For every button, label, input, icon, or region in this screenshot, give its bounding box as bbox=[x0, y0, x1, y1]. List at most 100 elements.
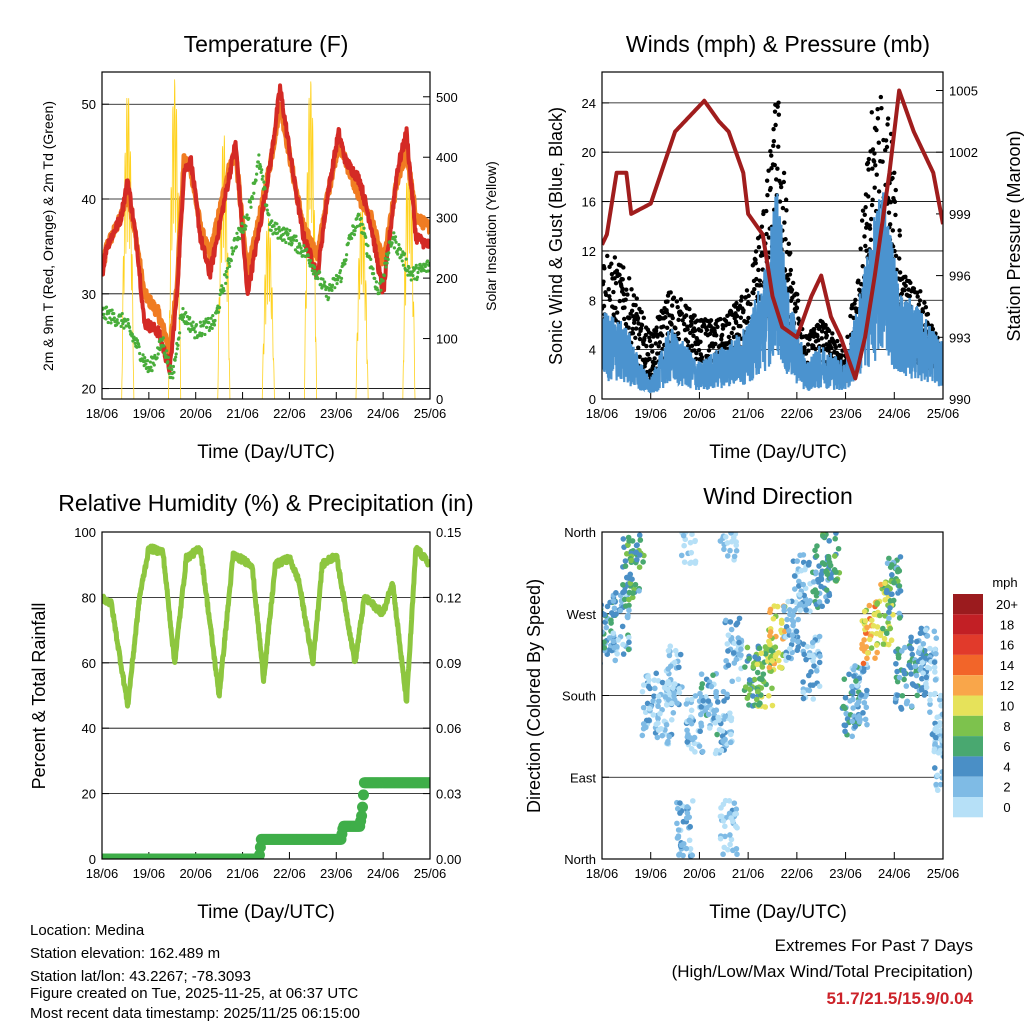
gust-point bbox=[715, 324, 720, 330]
direction-point bbox=[717, 538, 724, 544]
location-text: Location: Medina bbox=[30, 922, 145, 939]
dewpoint-point bbox=[252, 191, 256, 195]
gust-point bbox=[815, 333, 820, 339]
sonic-wind-series bbox=[602, 192, 943, 394]
gust-point bbox=[903, 274, 908, 279]
direction-point bbox=[727, 547, 733, 554]
gust-point bbox=[868, 216, 874, 222]
dewpoint-point bbox=[369, 257, 373, 261]
direction-point bbox=[791, 586, 798, 592]
dewpoint-point bbox=[330, 288, 334, 292]
gust-point bbox=[676, 331, 681, 336]
gust-point bbox=[783, 237, 788, 242]
gust-point bbox=[633, 335, 638, 341]
legend-swatch bbox=[953, 756, 983, 777]
direction-point bbox=[778, 617, 785, 624]
x-tick-label: 18/06 bbox=[586, 406, 619, 421]
gust-point bbox=[887, 222, 893, 227]
direction-point bbox=[903, 700, 910, 707]
direction-point bbox=[733, 806, 740, 812]
dewpoint-point bbox=[234, 245, 238, 249]
legend-swatch bbox=[953, 614, 983, 635]
direction-point bbox=[931, 746, 938, 752]
dewpoint-point bbox=[213, 318, 217, 323]
gust-point bbox=[664, 325, 670, 330]
dewpoint-point bbox=[261, 174, 265, 178]
dewpoint-point bbox=[346, 241, 350, 245]
gust-point bbox=[892, 199, 898, 205]
direction-point bbox=[819, 560, 826, 566]
gust-point bbox=[815, 323, 821, 328]
direction-point bbox=[918, 625, 925, 632]
dewpoint-point bbox=[398, 247, 403, 251]
gust-point bbox=[607, 294, 612, 299]
dewpoint-point bbox=[255, 172, 259, 176]
direction-point bbox=[633, 542, 640, 549]
direction-point bbox=[854, 682, 860, 689]
wind-direction-title: Wind Direction bbox=[703, 483, 853, 509]
direction-point bbox=[939, 737, 943, 744]
gust-point bbox=[823, 322, 828, 328]
direction-point bbox=[677, 651, 684, 658]
gust-point bbox=[620, 277, 625, 282]
direction-point bbox=[636, 532, 643, 538]
dewpoint-point bbox=[275, 222, 279, 226]
direction-point bbox=[650, 698, 656, 704]
gust-point bbox=[875, 107, 880, 112]
gust-point bbox=[698, 339, 703, 344]
x-tick-label: 18/06 bbox=[586, 866, 619, 881]
direction-point bbox=[733, 539, 739, 545]
direction-point bbox=[667, 643, 674, 650]
gust-point bbox=[633, 302, 638, 308]
gust-point bbox=[726, 321, 732, 326]
gust-point bbox=[893, 253, 899, 259]
gust-point bbox=[776, 112, 782, 117]
dewpoint-point bbox=[218, 292, 222, 297]
gust-point bbox=[923, 305, 929, 310]
gust-point bbox=[654, 325, 659, 330]
gust-point bbox=[689, 343, 695, 349]
y-right-tick-label: 1002 bbox=[949, 145, 978, 160]
gust-point bbox=[813, 346, 818, 352]
timestamp-text: Most recent data timestamp: 2025/11/25 0… bbox=[30, 1005, 360, 1022]
direction-point bbox=[619, 623, 626, 630]
dewpoint-point bbox=[143, 355, 147, 360]
gust-point bbox=[692, 328, 698, 333]
direction-point bbox=[800, 695, 807, 702]
direction-point bbox=[812, 547, 818, 554]
dewpoint-point bbox=[203, 332, 207, 337]
direction-point bbox=[789, 632, 796, 638]
direction-point bbox=[945, 760, 951, 766]
gust-point bbox=[624, 287, 629, 292]
direction-point bbox=[793, 628, 800, 635]
direction-point bbox=[943, 714, 949, 720]
dewpoint-point bbox=[174, 355, 178, 359]
gust-point bbox=[673, 326, 678, 331]
dewpoint-point bbox=[119, 324, 123, 329]
gust-point bbox=[876, 140, 881, 145]
direction-point bbox=[864, 650, 871, 656]
dewpoint-point bbox=[285, 227, 289, 231]
direction-point bbox=[735, 676, 742, 683]
gust-point bbox=[754, 276, 759, 282]
direction-point bbox=[640, 682, 647, 688]
dewpoint-point bbox=[212, 323, 217, 327]
dewpoint-point bbox=[407, 266, 411, 270]
direction-point bbox=[639, 732, 646, 739]
dewpoint-point bbox=[404, 257, 408, 261]
direction-point bbox=[637, 537, 644, 543]
direction-point bbox=[680, 840, 687, 847]
direction-point bbox=[654, 734, 661, 741]
gust-point bbox=[760, 252, 765, 258]
direction-point bbox=[727, 710, 733, 716]
y-tick-label: 40 bbox=[82, 192, 96, 207]
gust-point bbox=[676, 317, 681, 323]
direction-point bbox=[766, 664, 773, 671]
gust-point bbox=[678, 297, 684, 302]
dewpoint-point bbox=[311, 272, 316, 276]
direction-point bbox=[733, 621, 739, 628]
x-tick-label: 19/06 bbox=[634, 866, 667, 881]
gust-point bbox=[839, 353, 845, 358]
dewpoint-point bbox=[392, 231, 396, 235]
dewpoint-point bbox=[350, 236, 354, 240]
